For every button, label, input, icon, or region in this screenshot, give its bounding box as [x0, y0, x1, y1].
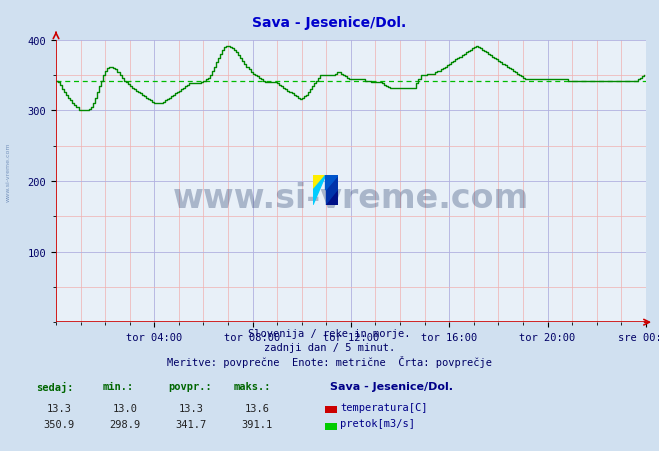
Polygon shape	[326, 176, 338, 190]
Text: 298.9: 298.9	[109, 419, 141, 429]
Text: pretok[m3/s]: pretok[m3/s]	[340, 419, 415, 428]
Text: 13.6: 13.6	[244, 403, 270, 413]
Text: 391.1: 391.1	[241, 419, 273, 429]
Text: www.si-vreme.com: www.si-vreme.com	[173, 182, 529, 215]
Text: Slovenija / reke in morje.: Slovenija / reke in morje.	[248, 328, 411, 338]
Polygon shape	[326, 190, 338, 205]
Text: povpr.:: povpr.:	[168, 381, 212, 391]
Text: 350.9: 350.9	[43, 419, 75, 429]
Text: 13.3: 13.3	[179, 403, 204, 413]
Text: sedaj:: sedaj:	[36, 381, 74, 392]
Text: Sava - Jesenice/Dol.: Sava - Jesenice/Dol.	[330, 381, 453, 391]
Text: 13.0: 13.0	[113, 403, 138, 413]
Text: www.si-vreme.com: www.si-vreme.com	[5, 142, 11, 201]
Polygon shape	[326, 176, 338, 205]
Polygon shape	[313, 176, 326, 190]
Text: zadnji dan / 5 minut.: zadnji dan / 5 minut.	[264, 342, 395, 352]
Text: min.:: min.:	[102, 381, 133, 391]
Text: maks.:: maks.:	[234, 381, 272, 391]
Text: 341.7: 341.7	[175, 419, 207, 429]
Text: Sava - Jesenice/Dol.: Sava - Jesenice/Dol.	[252, 16, 407, 30]
Text: temperatura[C]: temperatura[C]	[340, 402, 428, 412]
Polygon shape	[313, 176, 326, 205]
Text: Meritve: povprečne  Enote: metrične  Črta: povprečje: Meritve: povprečne Enote: metrične Črta:…	[167, 355, 492, 368]
Text: 13.3: 13.3	[47, 403, 72, 413]
